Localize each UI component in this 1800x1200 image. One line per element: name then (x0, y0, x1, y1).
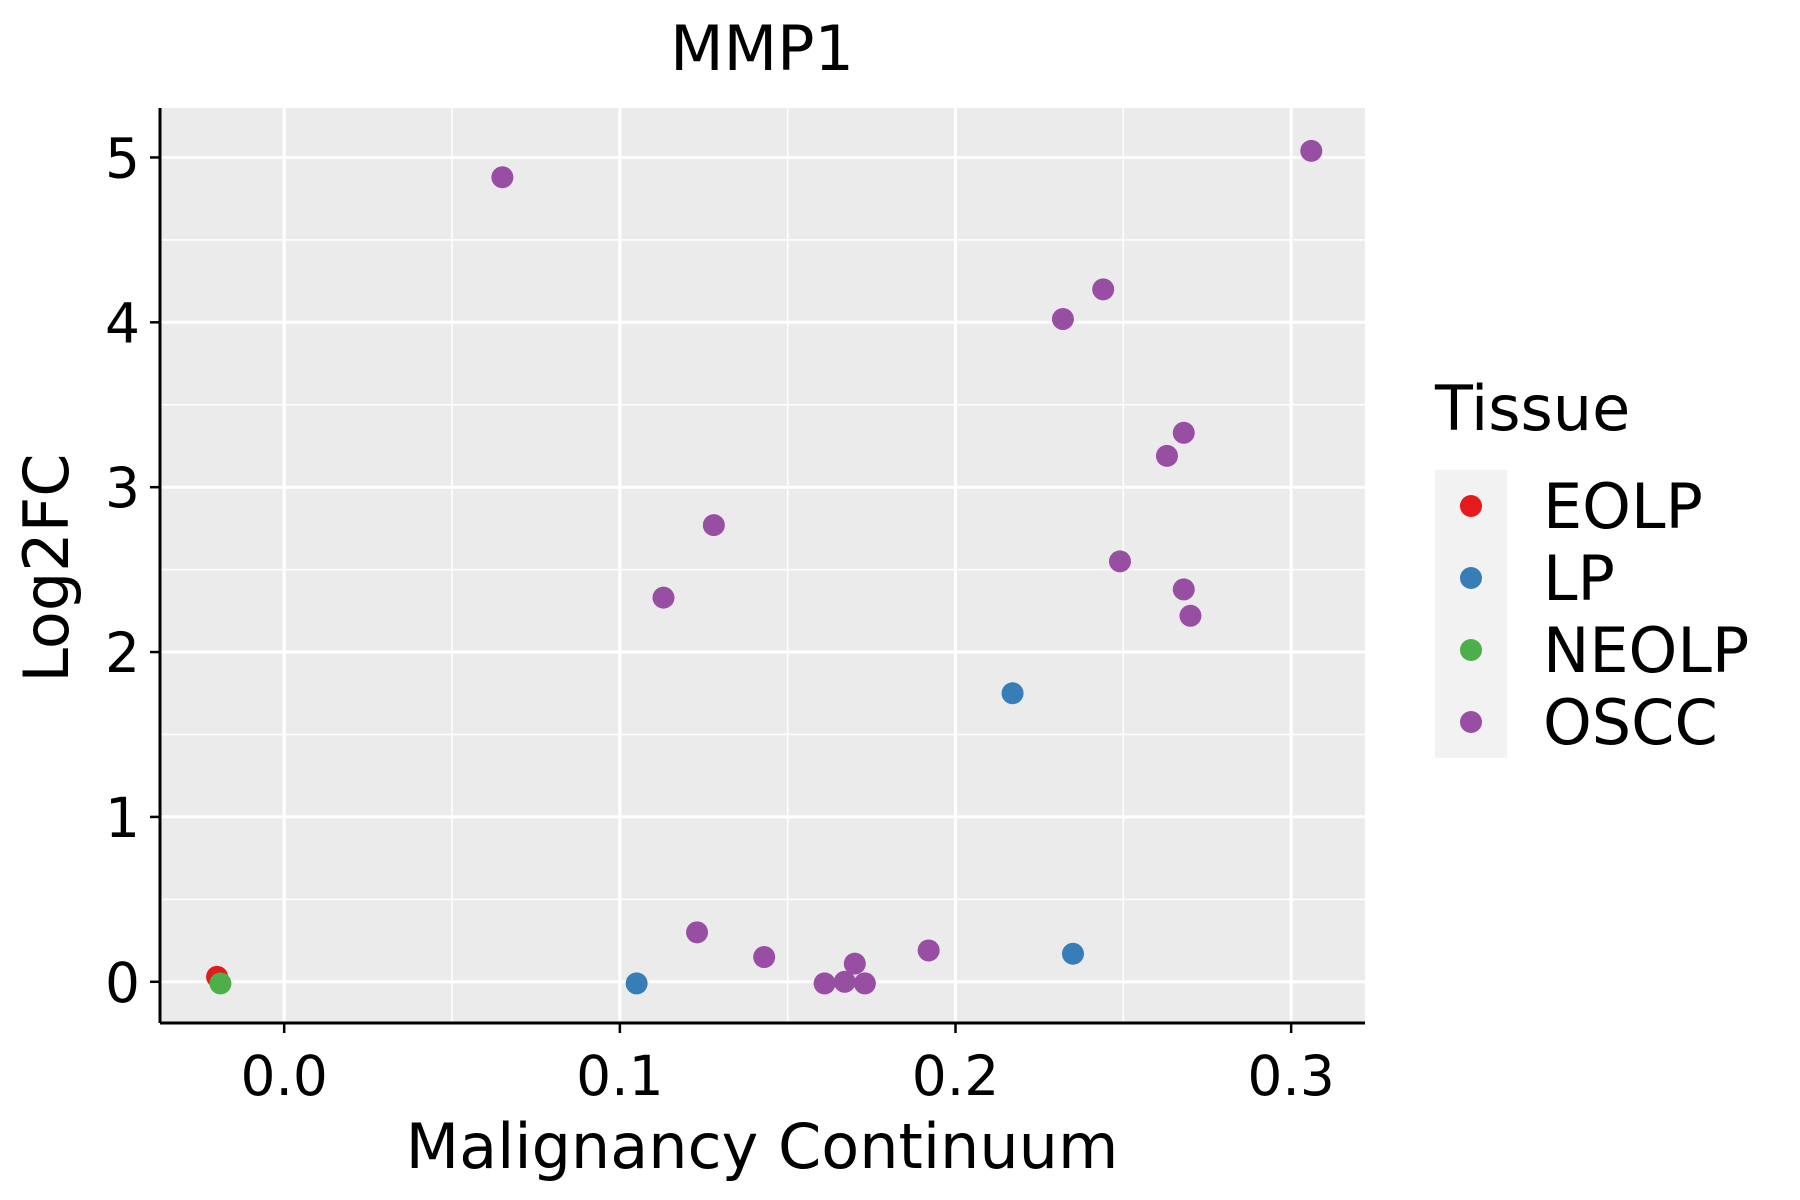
x-tick-label: 0.3 (1247, 1044, 1334, 1108)
legend-label-lp: LP (1543, 542, 1615, 615)
legend-key-neolp (1460, 639, 1482, 661)
data-point-oscc (1155, 444, 1178, 467)
legend-label-neolp: NEOLP (1543, 614, 1749, 687)
y-tick-label: 5 (105, 126, 140, 190)
data-point-oscc (1092, 278, 1115, 301)
x-tick-label: 0.2 (912, 1044, 999, 1108)
data-point-oscc (853, 972, 876, 995)
legend-label-eolp: EOLP (1543, 470, 1703, 543)
legend-key-eolp (1460, 495, 1482, 517)
data-point-oscc (833, 970, 856, 993)
y-axis-title: Log2FC (10, 453, 83, 682)
axis-tick-labels: 0.0 0.1 0.2 0.3 0 1 2 3 4 5 (105, 126, 1335, 1108)
y-tick-label: 2 (105, 621, 140, 685)
data-point-oscc (1051, 308, 1074, 331)
x-axis-title: Malignancy Continuum (406, 1110, 1119, 1183)
data-point-lp (1001, 682, 1024, 705)
data-points (206, 139, 1323, 995)
y-tick-label: 0 (105, 951, 140, 1015)
major-gridlines (160, 108, 1365, 1023)
data-point-lp (625, 972, 648, 995)
axis-ticks (150, 156, 1293, 1033)
legend-label-oscc: OSCC (1543, 686, 1718, 759)
data-point-oscc (1108, 550, 1131, 573)
data-point-oscc (1172, 421, 1195, 444)
data-point-lp (1061, 942, 1084, 965)
data-point-oscc (686, 921, 709, 944)
data-point-neolp (209, 972, 232, 995)
data-point-oscc (917, 939, 940, 962)
y-tick-label: 1 (105, 786, 140, 850)
x-tick-label: 0.0 (240, 1044, 327, 1108)
legend-key-background (1435, 470, 1507, 758)
data-point-oscc (1172, 578, 1195, 601)
data-point-oscc (1300, 139, 1323, 162)
data-point-oscc (491, 166, 514, 189)
data-point-oscc (753, 946, 776, 969)
minor-gridlines (160, 108, 1365, 1023)
legend-title: Tissue (1434, 372, 1630, 445)
legend-key-lp (1460, 567, 1482, 589)
data-point-oscc (843, 952, 866, 975)
data-point-oscc (702, 514, 725, 537)
y-tick-label: 4 (105, 291, 140, 355)
chart-title: MMP1 (670, 12, 854, 85)
data-point-oscc (1179, 604, 1202, 627)
panel-background (160, 108, 1365, 1023)
x-tick-label: 0.1 (576, 1044, 663, 1108)
legend-key-oscc (1460, 711, 1482, 733)
data-point-oscc (813, 972, 836, 995)
y-tick-label: 3 (105, 456, 140, 520)
data-point-oscc (652, 586, 675, 609)
